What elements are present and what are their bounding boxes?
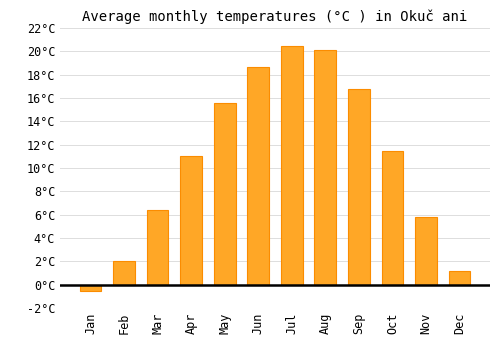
Bar: [382, 150, 404, 285]
Bar: [314, 50, 336, 285]
Bar: [448, 271, 470, 285]
Bar: [146, 210, 169, 285]
Bar: [180, 156, 202, 285]
Bar: [281, 46, 302, 285]
Bar: [113, 261, 135, 285]
Title: Average monthly temperatures (°C ) in Okuč ani: Average monthly temperatures (°C ) in Ok…: [82, 9, 468, 24]
Bar: [348, 89, 370, 285]
Bar: [415, 217, 437, 285]
Bar: [214, 103, 236, 285]
Bar: [80, 285, 102, 290]
Bar: [248, 66, 269, 285]
